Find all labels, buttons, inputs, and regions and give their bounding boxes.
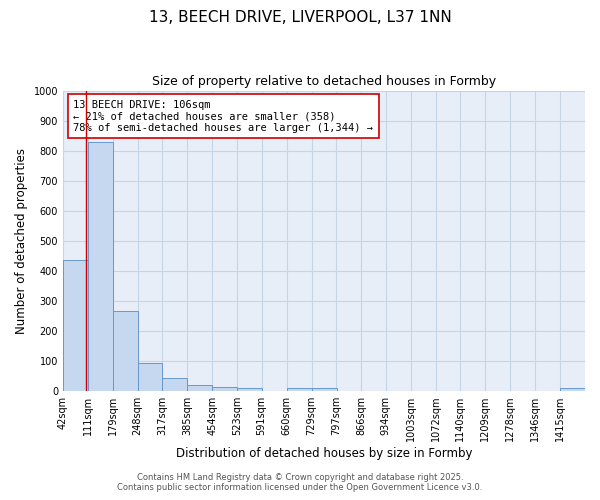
Bar [63,260,88,391]
X-axis label: Distribution of detached houses by size in Formby: Distribution of detached houses by size … [176,447,472,460]
Bar [237,388,262,391]
Bar [187,385,212,391]
Bar [163,378,187,391]
Bar [88,142,113,391]
Bar [212,386,237,391]
Bar [137,362,163,391]
Bar [287,388,311,391]
Title: Size of property relative to detached houses in Formby: Size of property relative to detached ho… [152,75,496,88]
Y-axis label: Number of detached properties: Number of detached properties [15,148,28,334]
Bar [113,312,137,391]
Text: Contains HM Land Registry data © Crown copyright and database right 2025.
Contai: Contains HM Land Registry data © Crown c… [118,473,482,492]
Bar [311,388,337,391]
Text: 13 BEECH DRIVE: 106sqm
← 21% of detached houses are smaller (358)
78% of semi-de: 13 BEECH DRIVE: 106sqm ← 21% of detached… [73,100,373,133]
Text: 13, BEECH DRIVE, LIVERPOOL, L37 1NN: 13, BEECH DRIVE, LIVERPOOL, L37 1NN [149,10,451,25]
Bar [560,388,585,391]
